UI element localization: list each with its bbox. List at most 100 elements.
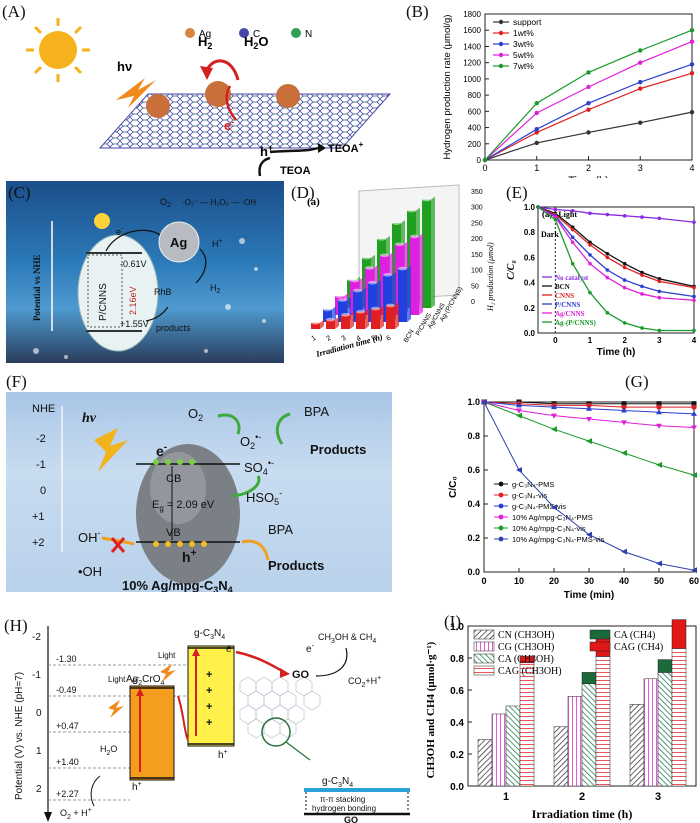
y-tick-label: 0.6 [467,465,480,475]
svg-text:-1.30: -1.30 [56,654,77,664]
y-tick-label: 200 [468,140,482,149]
bar-3d [383,274,392,322]
ag-particle [146,94,170,118]
data-point [551,413,557,419]
data-point [656,409,662,415]
x-tick-label: 0 [553,336,558,345]
data-point [689,109,695,115]
data-point [691,404,697,410]
y-tick-label: 0.2 [450,750,464,761]
svg-text:-1: -1 [32,670,41,681]
data-point [692,220,696,224]
panel-f: (F) NHE -2 -1 0 +1 +2 hv CB VB Eg = 2.09… [6,392,392,592]
y-tick-label: 1.0 [450,622,464,633]
bar-top [407,208,416,213]
svg-text:-1: -1 [36,459,46,471]
data-point [588,243,592,247]
o2-label: O2 [188,406,203,423]
products-top: Products [310,442,366,457]
data-point [656,461,662,468]
sub-label: (a) [307,196,320,208]
data-point [640,215,644,219]
o2-label: O2 [160,197,171,209]
bar-top [422,197,431,202]
y-tick-label: 0.0 [524,329,536,338]
z-tick-label: 100 [471,268,483,275]
y-tick-label: 1200 [463,59,481,68]
bar-side [419,233,423,315]
bar-top [311,320,320,325]
panel-a: (A) Ag C N hν [0,0,400,178]
bar-top [392,221,401,225]
bar [519,662,535,787]
data-point [638,86,643,91]
bar-top [326,317,335,322]
nhe-ticks: -2 -1 0 +1 +2 [32,433,46,549]
svg-text:+2.27: +2.27 [56,789,79,799]
bar-side [431,196,435,308]
x-tick-label: 1 [588,336,593,345]
data-point [656,401,662,407]
bar-3d [371,308,380,329]
legend-label: 3wt% [513,39,534,49]
hole-label: h+ [260,143,273,159]
go-label: GO [292,669,310,681]
bar [657,672,673,787]
legend-marker [498,525,504,531]
svg-text:-2: -2 [36,433,46,445]
bar [629,704,645,787]
y-tick-label: 1400 [463,42,481,51]
plot-frame [537,206,695,334]
legend-label: 10% Ag/mpg-C₃N₄-vis [512,524,586,533]
data-point [551,426,557,433]
h2o-label: H2O [244,34,269,51]
bar-top [371,306,380,311]
bar-top [335,294,344,298]
hv-label: hv [82,411,97,426]
x-tick-label: 3 [657,336,662,345]
panel-c-scheme: Potential vs NHE P/CNNS 2.16eV -0.61V +1… [32,197,266,359]
x-tick-label: 3 [638,163,643,173]
data-point [570,261,575,266]
panel-i: (I) 0.0 0.2 0.4 0.6 0.8 1.0 Irradiation time (… [420,612,700,823]
hso5-label: HSO5- [246,488,282,507]
legend-ag: Ag [199,29,211,40]
panel-c-label: (C) [8,183,31,202]
potential-axis-label: Potential vs NHE [32,255,42,322]
h2o-label: H2O [100,744,117,757]
data-point [553,207,558,212]
data-point [621,404,627,410]
legend-marker [498,536,504,542]
superoxide-label: O2•- [240,432,261,451]
panel-b-label: (B) [406,2,429,21]
y-tick-label: 0.8 [467,431,480,441]
ag-legend-dot [185,28,195,38]
legend-marker [498,52,504,58]
data-point [640,270,644,275]
bpa-bottom: BPA [268,522,293,537]
legend-label: g-C₃N₄-vis [512,491,548,500]
data-point [692,285,696,290]
bar-top [350,278,359,283]
data-point [621,450,627,456]
bar [671,648,687,787]
series-line [484,63,693,161]
light-label: Light [558,210,577,219]
data-point [622,285,627,290]
data-point [586,417,592,422]
data-point [692,298,696,303]
data-point [689,62,695,67]
data-point [482,157,488,163]
legend-swatch [589,641,611,652]
data-point [691,410,697,416]
y-tick-label: 0 [477,156,482,165]
x-tick-label: 4 [689,163,694,173]
legend-marker [498,41,504,47]
panel-h: (H) Potential (V) vs. NHE (pH=7) -2 -1 0… [0,612,420,823]
data-point [638,60,643,65]
bar-3d [356,311,365,329]
data-point [640,326,644,330]
cb-label: CB [166,473,181,485]
